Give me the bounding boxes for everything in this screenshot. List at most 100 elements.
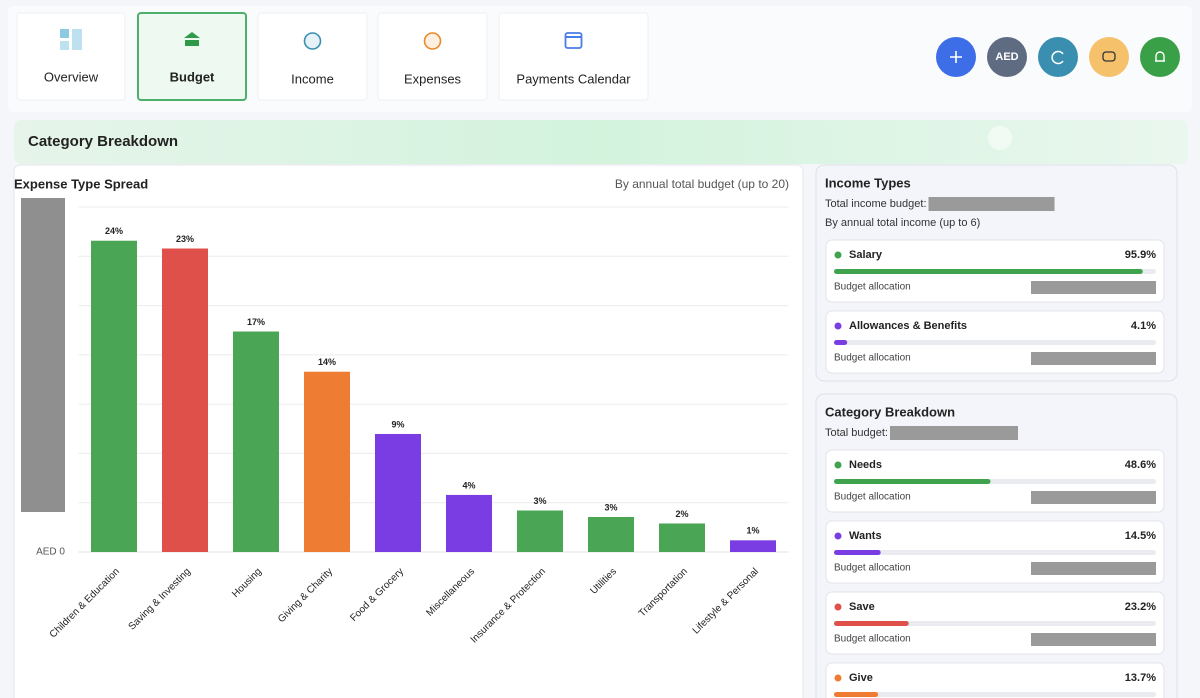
item-name: Save [849, 601, 875, 613]
item-name: Give [849, 672, 873, 684]
value-label: 3% [533, 496, 546, 506]
tab[interactable]: Income [257, 12, 368, 101]
action-button[interactable] [936, 37, 976, 77]
tab-icon [184, 32, 200, 46]
bar [659, 523, 705, 552]
allocation-item: Save 23.2% Budget allocation [825, 591, 1165, 655]
item-dot [834, 251, 842, 259]
redacted-value [890, 426, 1018, 440]
y-tick-label: AED 0 [36, 547, 65, 558]
tab-icon [60, 29, 69, 38]
tab[interactable]: Payments Calendar [498, 12, 649, 101]
chart-title: Expense Type Spread [14, 176, 148, 191]
card-title: Category Breakdown [825, 404, 955, 419]
section-title: Category Breakdown [28, 133, 178, 150]
allocation-item: Needs 48.6% Budget allocation [825, 449, 1165, 513]
card-note: By annual total income (up to 6) [825, 217, 980, 229]
progress-track [834, 621, 1156, 626]
item-dot [834, 603, 842, 611]
item-caption: Budget allocation [834, 282, 911, 293]
item-caption: Budget allocation [834, 634, 911, 645]
value-label: 23% [176, 234, 194, 244]
button-icon [950, 51, 962, 63]
decoration [988, 126, 1012, 150]
bar [375, 433, 421, 552]
value-label: 17% [247, 317, 265, 327]
value-label: 24% [105, 226, 123, 236]
tab[interactable]: Expenses [377, 12, 488, 101]
chart-card [13, 164, 804, 698]
tab-label: Budget [170, 69, 215, 84]
value-label: 3% [604, 502, 617, 512]
item-name: Salary [849, 249, 883, 261]
item-name: Allowances & Benefits [849, 320, 967, 332]
tab-box [257, 12, 368, 101]
item-dot [834, 461, 842, 469]
progress-track [834, 340, 1156, 345]
allocation-item: Salary 95.9% Budget allocation [825, 239, 1165, 303]
tab-icon [564, 32, 583, 49]
button-icon [1102, 51, 1116, 62]
item-percent: 23.2% [1125, 601, 1156, 613]
progress-fill [834, 621, 909, 626]
item-name: Needs [849, 459, 882, 471]
value-label: 1% [746, 526, 759, 536]
card-title: Income Types [825, 175, 911, 190]
tab[interactable]: Budget [137, 12, 247, 101]
action-button[interactable] [1089, 37, 1129, 77]
item-percent: 95.9% [1125, 249, 1156, 261]
total-label: Total budget: [825, 427, 888, 439]
bar [162, 248, 208, 552]
bar [91, 240, 137, 552]
progress-track [834, 550, 1156, 555]
button-circle [1038, 37, 1078, 77]
allocation-item: Allowances & Benefits 4.1% Budget allocati… [825, 310, 1165, 374]
tab-label: Expenses [404, 71, 462, 86]
redacted-amount [1031, 562, 1156, 575]
item-dot [834, 674, 842, 682]
tab-label: Payments Calendar [516, 71, 631, 86]
progress-fill [834, 550, 881, 555]
bar [446, 494, 492, 552]
item-box [825, 662, 1165, 698]
item-caption: Budget allocation [834, 563, 911, 574]
action-button[interactable] [1140, 37, 1180, 77]
bar [588, 516, 634, 552]
button-icon [1051, 50, 1064, 65]
item-name: Wants [849, 530, 882, 542]
item-percent: 13.7% [1125, 672, 1156, 684]
bar [304, 371, 350, 552]
item-caption: Budget allocation [834, 353, 911, 364]
item-dot [834, 532, 842, 540]
progress-fill [834, 692, 879, 697]
value-label: 2% [675, 509, 688, 519]
bar [517, 510, 563, 552]
item-caption: Budget allocation [834, 492, 911, 503]
progress-fill [834, 269, 1143, 274]
tab-label: Income [291, 71, 334, 86]
bar [233, 331, 279, 552]
redacted-amount [1031, 633, 1156, 646]
tab[interactable]: Overview [16, 12, 126, 101]
total-label: Total income budget: [825, 198, 927, 210]
action-button[interactable]: AED [987, 37, 1027, 77]
action-button[interactable] [1038, 37, 1078, 77]
redacted-value [928, 197, 1055, 211]
section-header [14, 120, 1188, 164]
tab-box [16, 12, 126, 101]
progress-fill [834, 479, 991, 484]
tab-icon [303, 32, 322, 50]
redacted-axis-labels [21, 198, 65, 512]
tab-label: Overview [44, 69, 99, 84]
item-percent: 48.6% [1125, 459, 1156, 471]
button-circle [1140, 37, 1180, 77]
allocation-item: Wants 14.5% Budget allocation [825, 520, 1165, 584]
redacted-amount [1031, 491, 1156, 504]
item-percent: 14.5% [1125, 530, 1156, 542]
button-circle [1089, 37, 1129, 77]
tab-icon [423, 32, 442, 50]
button-label: AED [995, 51, 1018, 63]
button-circle [987, 37, 1027, 77]
